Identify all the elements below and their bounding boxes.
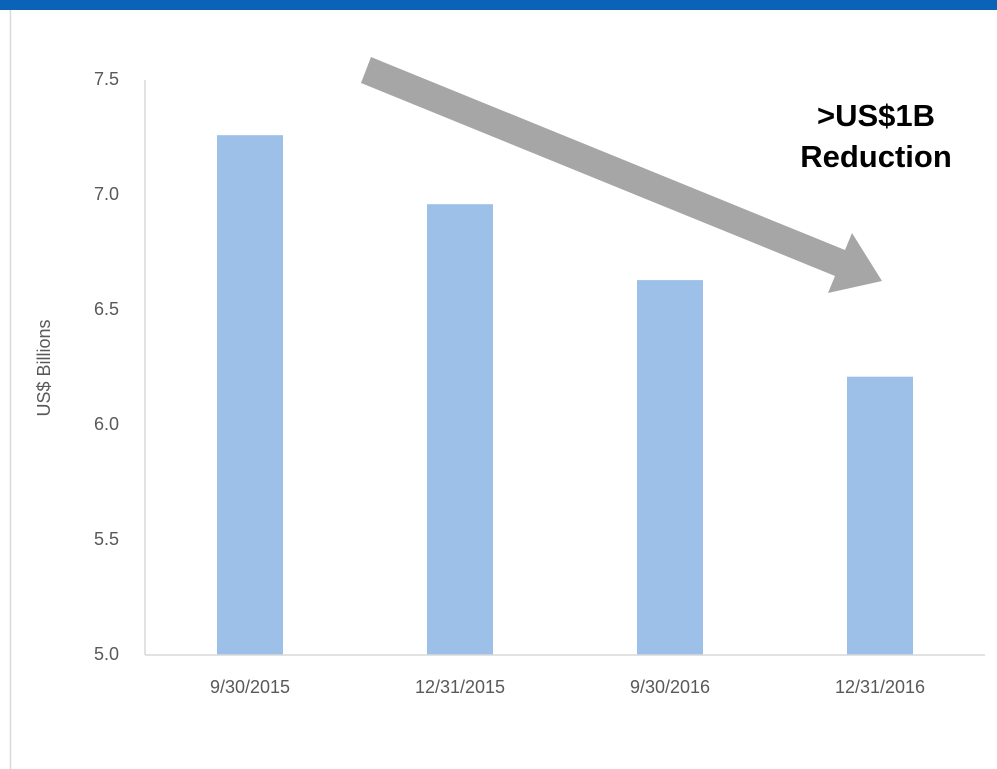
top-bar (0, 0, 997, 10)
y-tick-label: 5.5 (94, 529, 119, 549)
y-tick-label: 5.0 (94, 644, 119, 664)
x-tick-label: 12/31/2016 (835, 677, 925, 697)
bar (217, 135, 283, 655)
x-tick-label: 9/30/2016 (630, 677, 710, 697)
x-tick-label: 12/31/2015 (415, 677, 505, 697)
annotation: Reduction (800, 139, 952, 174)
bar (637, 280, 703, 655)
x-tick-label: 9/30/2015 (210, 677, 290, 697)
y-tick-label: 7.5 (94, 69, 119, 89)
annotation: >US$1B (817, 98, 935, 133)
y-tick-label: 6.0 (94, 414, 119, 434)
y-tick-label: 6.5 (94, 299, 119, 319)
y-axis-title: US$ Billions (34, 319, 54, 416)
bar (427, 204, 493, 655)
trend-arrow (361, 57, 882, 293)
y-tick-label: 7.0 (94, 184, 119, 204)
bar (847, 376, 913, 655)
